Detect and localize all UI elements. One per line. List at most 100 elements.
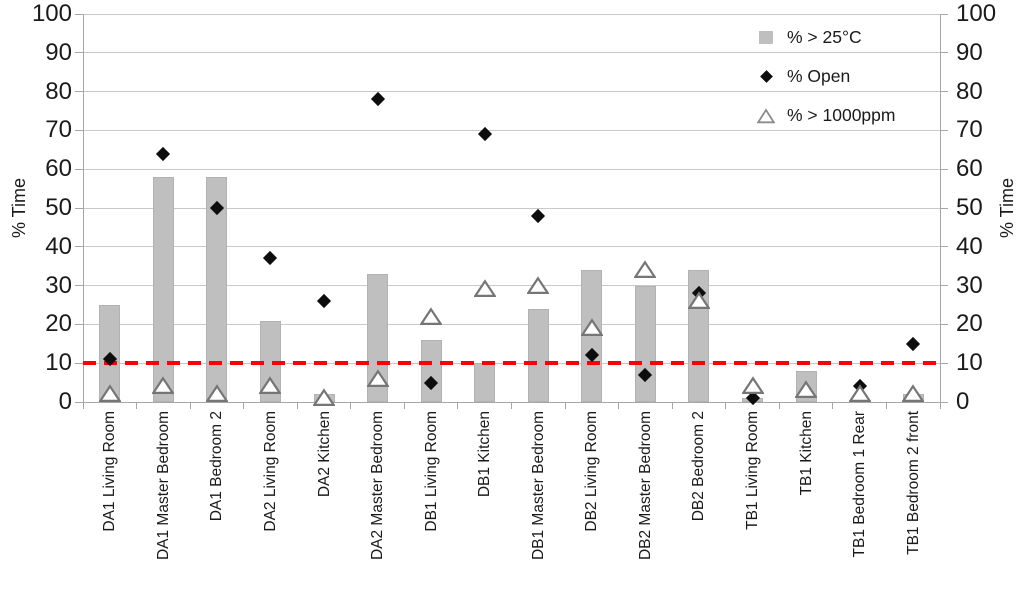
gridline — [83, 285, 940, 287]
bar — [152, 176, 174, 402]
legend-label-temp: % > 25°C — [787, 27, 862, 47]
x-axis-tick — [939, 402, 941, 409]
y-axis-label-left: 50 — [45, 194, 72, 221]
gridline — [83, 52, 940, 54]
triangle-marker — [847, 384, 872, 403]
triangle-marker — [151, 376, 176, 395]
threshold-line — [83, 361, 940, 366]
y-axis-label-right: 80 — [956, 77, 983, 105]
bar — [420, 339, 442, 402]
triangle-marker — [580, 318, 604, 337]
y-axis-label-left: 100 — [31, 0, 72, 27]
x-category-label: DB2 Living Room — [583, 411, 601, 532]
x-category-label: DA1 Living Room — [101, 411, 119, 532]
y-axis-tick-right — [940, 129, 948, 131]
triangle-marker — [526, 275, 551, 295]
y-axis-label-right: 30 — [956, 271, 983, 299]
gridline — [83, 207, 940, 209]
triangle-marker — [633, 260, 658, 279]
legend-item-co2: % > 1000ppm — [754, 96, 895, 135]
y-axis-label-right: 0 — [956, 388, 970, 415]
x-axis-tick — [403, 402, 405, 409]
y-axis-tick-left — [75, 323, 83, 325]
y-axis-label-left: 80 — [45, 77, 72, 105]
y-axis-tick-left — [75, 129, 83, 131]
diamond-marker — [156, 146, 171, 161]
y-axis-tick-left — [75, 52, 83, 54]
x-axis-tick — [671, 402, 673, 409]
y-axis-tick-right — [940, 362, 948, 364]
x-axis-tick — [511, 402, 512, 409]
y-axis-tick-left — [75, 362, 83, 364]
x-category-label: DA1 Master Bedroom — [154, 411, 172, 561]
triangle-marker — [98, 384, 122, 403]
y-axis-label-left: 10 — [45, 349, 72, 377]
x-category-label: DB2 Bedroom 2 — [690, 411, 708, 522]
y-axis-label-right: 40 — [956, 232, 983, 260]
y-axis-label-left: 0 — [58, 388, 72, 415]
x-category-label: TB1 Kitchen — [797, 411, 815, 496]
triangle-marker — [901, 384, 925, 403]
y-axis-label-right: 100 — [956, 0, 997, 27]
x-axis-tick — [564, 402, 566, 409]
bar-swatch-icon — [754, 31, 778, 44]
y-axis-label-right: 20 — [956, 310, 983, 338]
gridline — [83, 168, 940, 170]
x-axis-tick — [778, 402, 780, 409]
diamond-marker-icon — [754, 70, 778, 83]
diamond-marker — [906, 336, 921, 351]
x-axis-tick — [296, 402, 298, 409]
bar — [527, 308, 549, 402]
triangle-marker-icon — [754, 107, 778, 124]
bar — [367, 273, 389, 402]
y-axis-label-left: 70 — [45, 116, 72, 144]
y-axis-label-left: 60 — [45, 155, 72, 183]
legend-label-open: % Open — [787, 66, 851, 86]
y-axis-label-right: 60 — [956, 155, 983, 183]
gridline — [83, 246, 940, 248]
y-axis-label-right: 10 — [956, 349, 983, 377]
y-axis-label-right: 50 — [956, 194, 983, 221]
y-axis-tick-right — [940, 52, 948, 54]
x-axis-tick — [243, 402, 245, 409]
legend-label-co2: % > 1000ppm — [787, 105, 896, 125]
legend: % > 25°C % Open % > 1000ppm — [754, 18, 895, 135]
right-axis-line — [939, 14, 941, 402]
y-axis-tick-right — [940, 246, 948, 248]
x-category-label: TB1 Bedroom 1 Rear — [851, 411, 869, 558]
y-axis-tick-right — [940, 13, 948, 15]
x-axis-tick — [82, 402, 84, 409]
y-axis-tick-left — [75, 246, 83, 248]
y-axis-label-left: 40 — [45, 232, 72, 260]
y-axis-label-left: 20 — [45, 310, 72, 338]
y-axis-tick-left — [75, 207, 83, 209]
bar — [634, 285, 656, 402]
triangle-marker — [365, 369, 390, 388]
triangle-marker — [258, 376, 283, 395]
y-axis-tick-left — [75, 285, 83, 287]
triangle-marker — [312, 388, 336, 407]
y-axis-label-right: 90 — [956, 38, 983, 66]
x-category-label: DB2 Master Bedroom — [636, 411, 654, 561]
diamond-marker — [263, 251, 278, 266]
y-axis-tick-right — [940, 285, 948, 287]
x-category-label: DA2 Kitchen — [315, 411, 333, 498]
y-axis-tick-right — [940, 91, 948, 93]
x-category-label: DA2 Master Bedroom — [369, 411, 387, 561]
y-axis-tick-right — [940, 207, 948, 209]
x-axis-tick — [885, 402, 887, 409]
triangle-marker — [419, 306, 443, 326]
x-axis-tick — [457, 402, 459, 409]
gridline — [83, 129, 940, 131]
y-axis-tick-left — [75, 168, 83, 170]
x-axis-tick — [832, 402, 834, 409]
y-axis-tick-left — [75, 13, 83, 15]
legend-item-open: % Open — [754, 57, 895, 96]
triangle-marker — [687, 291, 711, 310]
diamond-marker — [316, 294, 332, 309]
x-axis-tick — [350, 402, 352, 409]
y-axis-label-left: 90 — [45, 38, 72, 66]
x-axis-tick — [725, 402, 727, 409]
x-axis-tick — [189, 402, 191, 409]
